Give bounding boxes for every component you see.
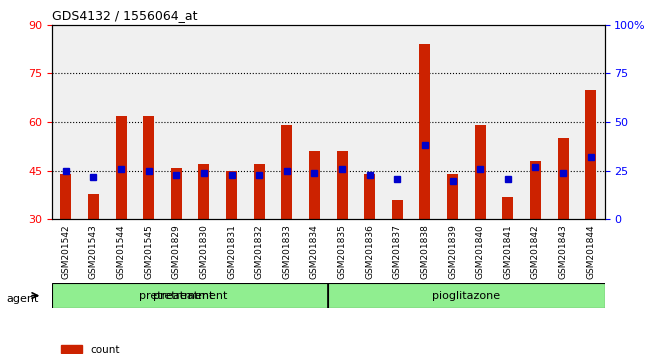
Bar <box>364 174 375 219</box>
Bar <box>273 25 300 219</box>
Bar <box>60 174 72 219</box>
Bar <box>52 25 79 219</box>
Bar <box>558 138 569 219</box>
Bar <box>328 283 604 308</box>
Bar <box>226 171 237 219</box>
Bar <box>116 116 127 219</box>
Bar <box>254 164 265 219</box>
Bar <box>328 25 356 219</box>
Bar <box>494 25 521 219</box>
Bar <box>135 25 162 219</box>
Bar <box>309 152 320 219</box>
Bar <box>392 200 403 219</box>
Bar <box>419 44 430 219</box>
Bar <box>384 25 411 219</box>
Bar <box>79 25 107 219</box>
Bar <box>52 283 328 308</box>
Bar <box>143 116 154 219</box>
Bar <box>281 125 292 219</box>
Bar <box>337 152 348 219</box>
Bar <box>467 25 494 219</box>
Bar <box>549 25 577 219</box>
Bar <box>585 90 596 219</box>
Bar <box>530 161 541 219</box>
Bar <box>439 25 467 219</box>
Legend: count, percentile rank within the sample: count, percentile rank within the sample <box>57 341 270 354</box>
Bar <box>447 174 458 219</box>
Bar <box>521 25 549 219</box>
Bar <box>162 25 190 219</box>
Bar <box>107 25 135 219</box>
Bar <box>198 164 209 219</box>
Text: pretreatment: pretreatment <box>153 291 228 301</box>
Text: GDS4132 / 1556064_at: GDS4132 / 1556064_at <box>52 9 198 22</box>
Bar <box>88 194 99 219</box>
Bar <box>300 25 328 219</box>
Text: agent: agent <box>6 294 39 304</box>
Bar <box>171 167 182 219</box>
Bar <box>190 25 218 219</box>
Bar <box>577 25 605 219</box>
Bar <box>246 25 273 219</box>
Bar <box>474 125 486 219</box>
Bar <box>356 25 384 219</box>
Bar <box>502 197 514 219</box>
Text: pioglitazone: pioglitazone <box>432 291 500 301</box>
Bar <box>218 25 246 219</box>
Bar <box>411 25 439 219</box>
Text: pretreatment: pretreatment <box>139 291 213 301</box>
